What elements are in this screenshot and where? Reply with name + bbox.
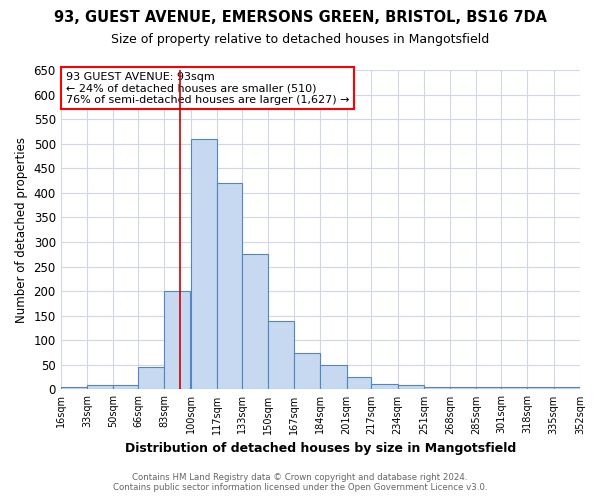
Bar [61, 387, 87, 390]
Bar [164, 291, 190, 390]
Bar [242, 254, 268, 390]
Bar [113, 384, 138, 390]
Bar [501, 387, 527, 390]
Bar [217, 183, 242, 390]
Y-axis label: Number of detached properties: Number of detached properties [15, 136, 28, 322]
Bar [138, 368, 164, 390]
Bar [476, 387, 501, 390]
Text: Size of property relative to detached houses in Mangotsfield: Size of property relative to detached ho… [111, 32, 489, 46]
Bar [320, 365, 347, 390]
Bar [371, 384, 398, 390]
Bar [554, 387, 580, 390]
Bar [347, 377, 371, 390]
Text: Contains HM Land Registry data © Crown copyright and database right 2024.
Contai: Contains HM Land Registry data © Crown c… [113, 473, 487, 492]
Text: 93 GUEST AVENUE: 93sqm
← 24% of detached houses are smaller (510)
76% of semi-de: 93 GUEST AVENUE: 93sqm ← 24% of detached… [66, 72, 349, 105]
Bar [268, 320, 294, 390]
Bar [191, 139, 217, 390]
Bar [527, 387, 554, 390]
Text: 93, GUEST AVENUE, EMERSONS GREEN, BRISTOL, BS16 7DA: 93, GUEST AVENUE, EMERSONS GREEN, BRISTO… [53, 10, 547, 25]
Bar [424, 387, 450, 390]
Bar [294, 352, 320, 390]
Bar [87, 384, 113, 390]
X-axis label: Distribution of detached houses by size in Mangotsfield: Distribution of detached houses by size … [125, 442, 516, 455]
Bar [398, 386, 424, 390]
Bar [450, 387, 476, 390]
